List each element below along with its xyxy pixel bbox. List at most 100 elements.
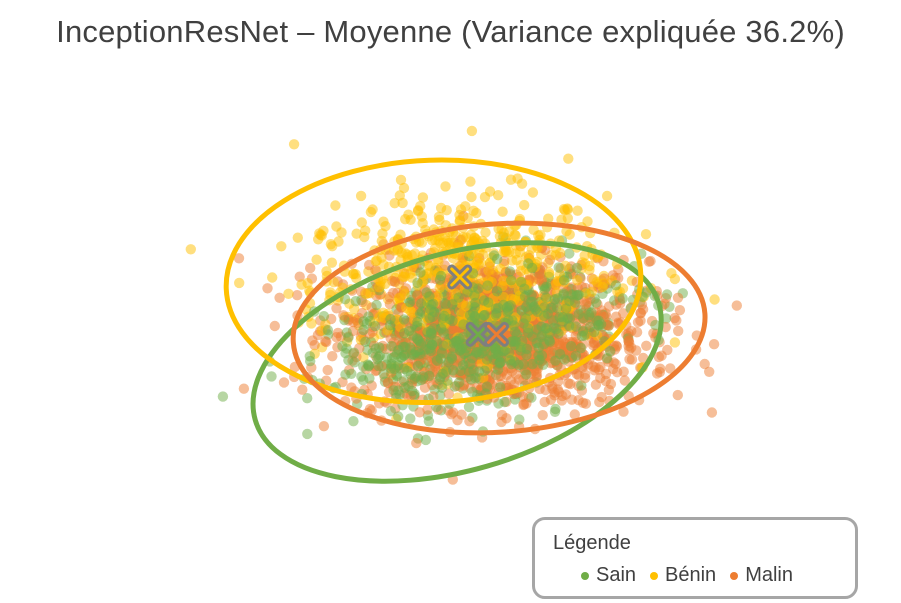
point-sain [479,295,490,306]
point-sain [360,336,371,347]
point-sain [341,343,352,354]
point-sain [405,413,416,424]
point-benin [434,214,445,226]
point-malin [569,409,580,420]
point-benin [480,227,491,238]
point-sain [455,365,466,377]
point-malin [238,383,250,394]
point-benin [429,243,441,254]
point-sain [527,358,538,370]
point-sain [409,349,420,360]
point-benin [351,272,362,284]
point-sain [305,355,316,367]
point-malin [448,407,459,418]
point-sain [385,363,396,374]
point-benin [330,200,341,211]
point-sain [431,355,443,366]
point-malin [452,415,463,426]
point-malin [662,344,673,356]
point-sain [415,267,426,278]
ellipse-benin [223,157,644,406]
point-benin [550,279,562,290]
point-malin [596,391,607,403]
point-sain [518,318,529,329]
point-sain [302,428,313,440]
point-sain [393,411,404,422]
point-malin [643,256,655,267]
point-benin [461,300,472,312]
point-benin [527,187,539,198]
point-malin [322,364,333,376]
point-benin [562,213,573,224]
point-malin [565,378,576,390]
point-sain [509,326,521,337]
point-sain [462,287,473,298]
point-malin [731,300,742,311]
point-sain [372,353,383,365]
point-malin [370,264,381,276]
point-malin [665,363,676,374]
point-sain [532,306,543,317]
point-benin [447,252,459,264]
point-benin [311,254,322,265]
point-sain [378,368,389,379]
point-benin [669,337,681,348]
point-sain [385,313,396,325]
points-layer [185,125,742,485]
point-benin [336,227,347,238]
point-benin [493,190,504,201]
legend-label-benin: Bénin [665,564,717,586]
point-malin [671,315,682,326]
point-benin [234,277,245,289]
point-benin [466,125,478,137]
point-sain [482,280,493,291]
point-benin [325,239,337,250]
point-benin [434,282,445,294]
point-malin [274,292,285,303]
point-malin [411,437,422,449]
point-sain [561,303,572,314]
point-benin [378,216,389,227]
point-malin [590,362,601,373]
point-sain [470,373,481,384]
point-benin [302,278,313,289]
point-sain [501,302,513,313]
point-malin [595,372,606,384]
point-sain [527,331,538,342]
point-malin [382,377,394,389]
point-sain [552,293,564,304]
point-malin [549,390,560,401]
point-sain [491,286,503,297]
point-malin [320,336,331,347]
point-malin [292,290,303,301]
point-sain [423,416,435,427]
point-malin [327,351,338,362]
point-benin [406,306,417,318]
point-benin [466,191,477,203]
point-sain [499,345,511,356]
point-sain [341,327,352,338]
point-sain [506,275,517,286]
point-malin [618,308,629,319]
ellipse-sain [250,240,664,484]
point-sain [350,296,361,307]
point-malin [557,390,568,402]
point-malin [706,407,718,418]
point-benin [495,263,506,274]
point-sain [521,301,532,312]
point-sain [536,350,548,361]
point-sain [650,319,661,331]
point-malin [626,354,638,365]
point-sain [541,323,552,334]
point-malin [294,271,305,282]
point-benin [579,258,591,269]
point-sain [481,354,493,365]
point-benin [501,246,512,257]
point-malin [632,317,644,328]
point-sain [617,293,628,304]
point-benin [321,266,332,277]
point-malin [619,375,630,386]
point-benin [498,275,509,286]
point-sain [374,342,385,353]
